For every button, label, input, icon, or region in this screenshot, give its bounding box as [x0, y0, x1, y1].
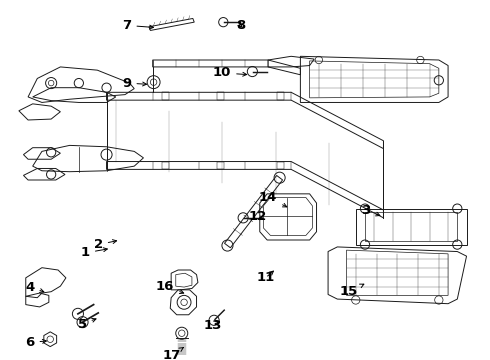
Text: 7: 7 — [122, 19, 153, 32]
Text: 17: 17 — [162, 347, 183, 360]
Text: 6: 6 — [25, 336, 47, 349]
Text: 5: 5 — [77, 318, 96, 330]
Text: 15: 15 — [340, 284, 364, 298]
Text: 10: 10 — [213, 67, 246, 80]
Text: 16: 16 — [156, 280, 184, 293]
Text: 8: 8 — [236, 19, 245, 32]
Text: 9: 9 — [122, 77, 147, 90]
Text: 3: 3 — [361, 203, 380, 216]
Text: 1: 1 — [81, 247, 107, 260]
Text: 2: 2 — [94, 238, 117, 251]
Text: 4: 4 — [25, 280, 44, 293]
Text: 14: 14 — [259, 191, 287, 207]
Text: 11: 11 — [256, 271, 274, 284]
Text: 12: 12 — [248, 211, 267, 224]
Text: 13: 13 — [203, 319, 222, 332]
